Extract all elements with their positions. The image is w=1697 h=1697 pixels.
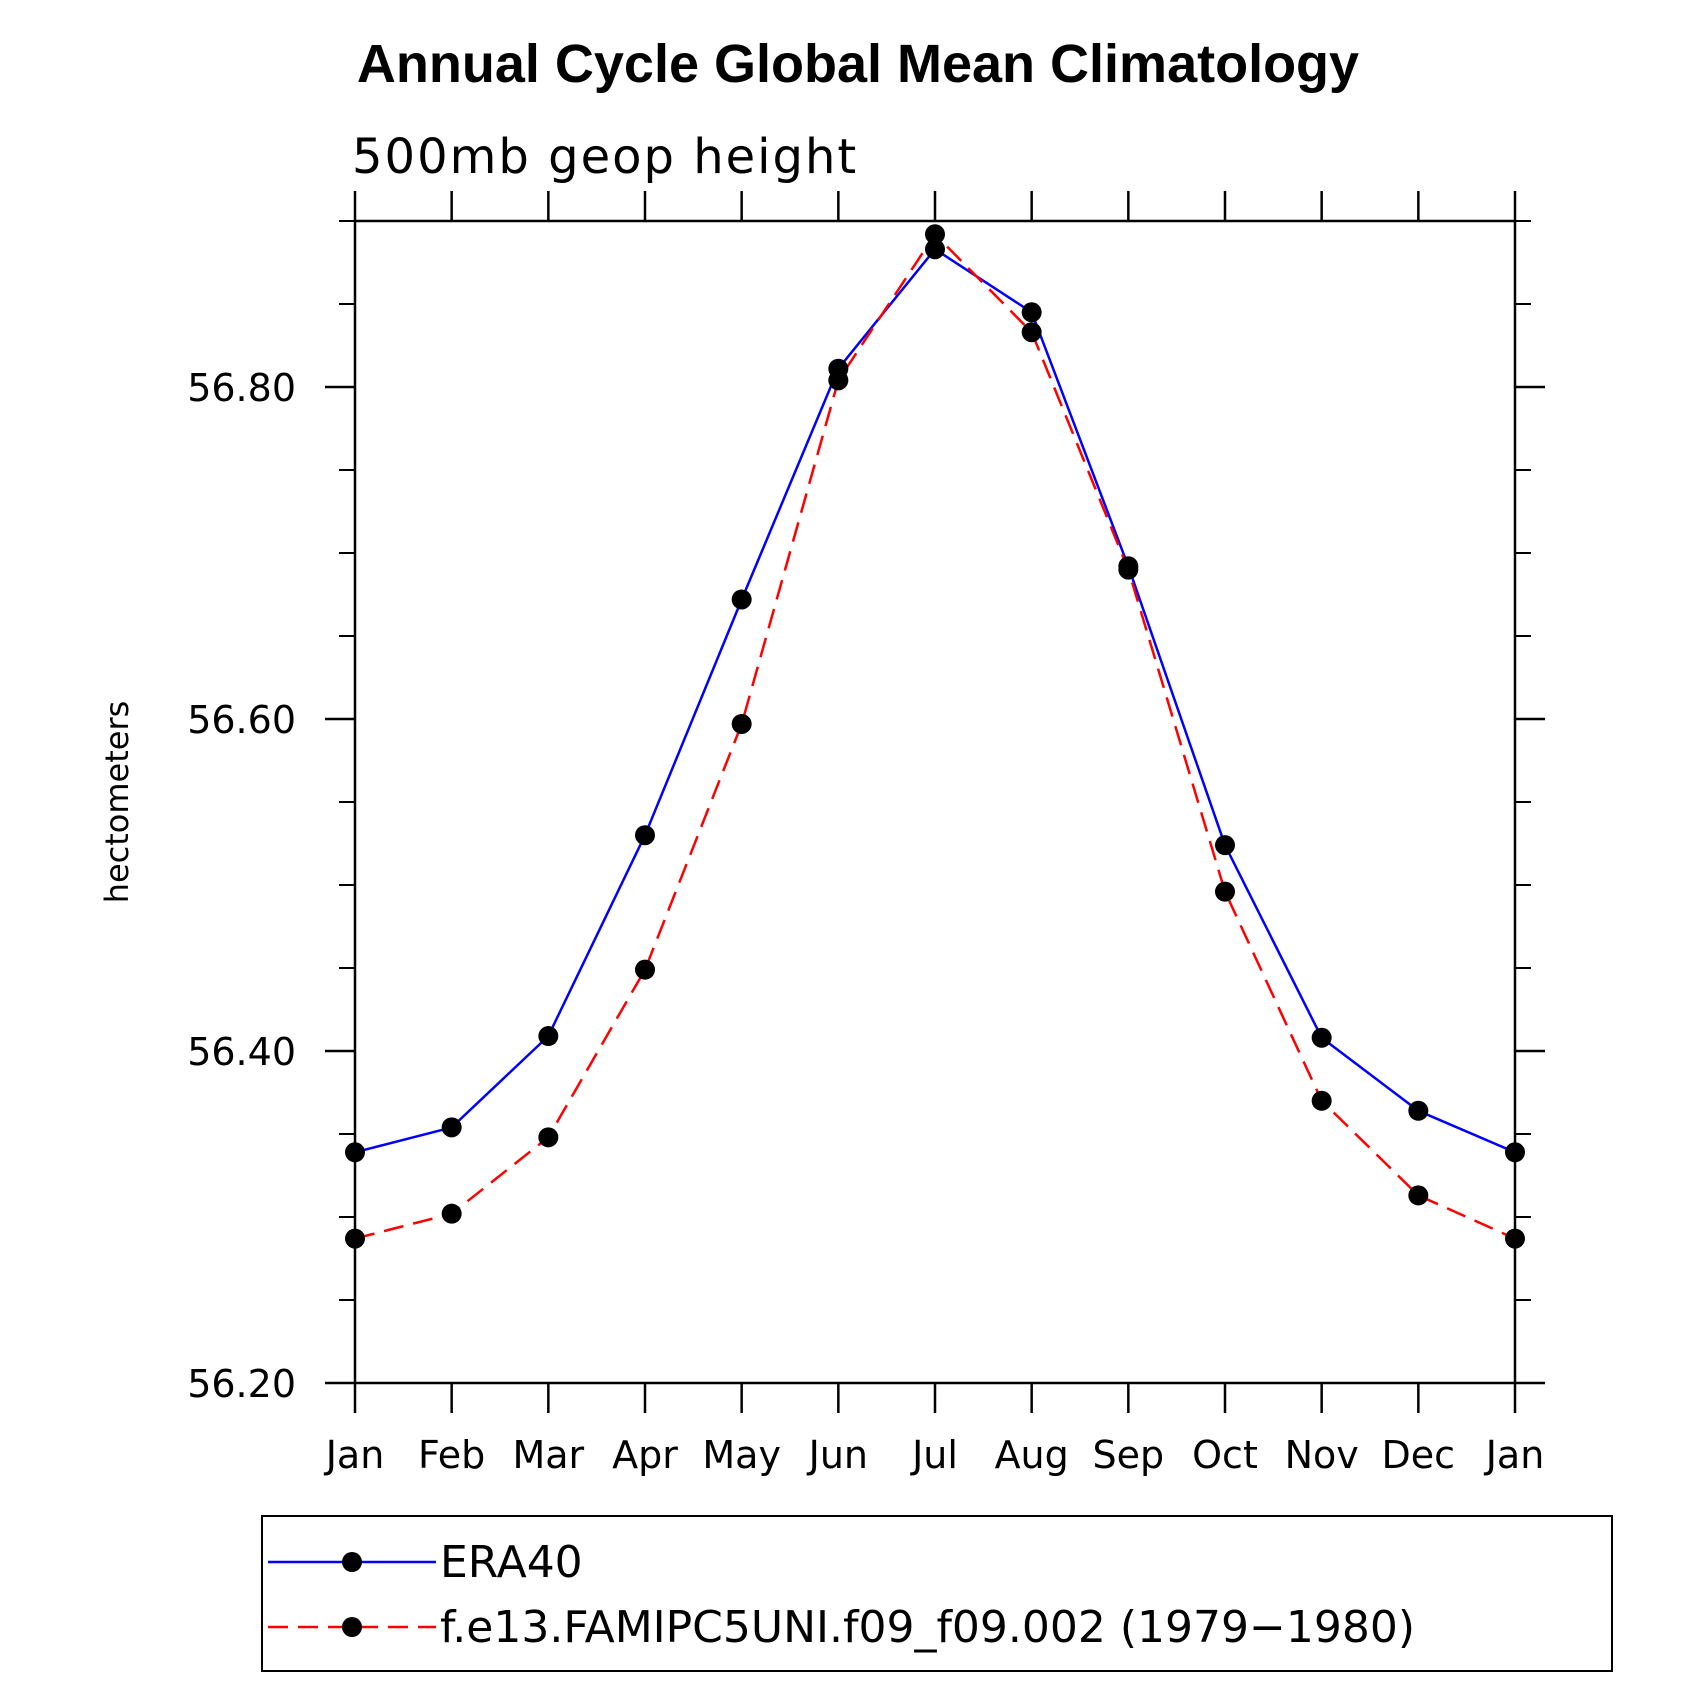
- data-point-series-0: [1311, 1027, 1332, 1048]
- data-point-series-1: [635, 959, 655, 980]
- data-point-series-0: [538, 1026, 559, 1047]
- legend: ERA40 f.e13.FAMIPC5UNI.f09_f09.002 (1979…: [261, 1515, 1613, 1672]
- data-point-series-1: [925, 224, 945, 245]
- y-tick-label: 56.60: [187, 698, 296, 742]
- x-tick-label: Jan: [324, 1433, 385, 1477]
- x-tick-label: Feb: [418, 1433, 485, 1477]
- data-point-series-0: [1215, 835, 1235, 856]
- x-tick-label: Dec: [1382, 1433, 1456, 1477]
- x-tick-label: Sep: [1093, 1433, 1165, 1477]
- data-point-series-1: [538, 1127, 559, 1148]
- x-tick-label: Nov: [1285, 1433, 1359, 1477]
- data-point-series-1: [1118, 559, 1139, 580]
- series-line-1: [354, 233, 1516, 1240]
- x-tick-label: Aug: [995, 1433, 1069, 1477]
- chart-subtitle: 500mb geop height: [352, 129, 858, 185]
- x-tick-label: Jul: [910, 1433, 958, 1477]
- data-point-series-1: [1505, 1228, 1525, 1249]
- data-point-series-0: [441, 1117, 462, 1138]
- legend-frame: [261, 1515, 1613, 1672]
- data-point-series-0: [925, 239, 945, 260]
- data-point-series-1: [828, 370, 849, 391]
- series-lines: [354, 233, 1516, 1240]
- axis-ticks: [325, 191, 1545, 1413]
- chart-title: Annual Cycle Global Mean Climatology: [357, 34, 1359, 94]
- data-point-series-0: [345, 1142, 365, 1163]
- x-tick-labels: Jan Feb Mar Apr May Jun Jul Aug Sep Oct Nov Dec Jan: [324, 1433, 1545, 1477]
- legend-marker-model: [342, 1617, 362, 1637]
- plot-frame: [353, 219, 1517, 1385]
- data-point-series-0: [731, 589, 752, 610]
- legend-label-model: f.e13.FAMIPC5UNI.f09_f09.002 (1979−1980): [440, 1602, 1415, 1653]
- data-point-series-0: [635, 825, 655, 846]
- x-tick-label: Oct: [1192, 1433, 1258, 1477]
- x-tick-label: May: [702, 1433, 781, 1477]
- data-point-series-0: [1505, 1142, 1525, 1163]
- x-tick-label: Apr: [612, 1433, 678, 1477]
- data-point-series-1: [441, 1203, 462, 1224]
- y-tick-label: 56.20: [187, 1362, 296, 1406]
- y-tick-labels: 56.20 56.40 56.60 56.80: [187, 366, 296, 1406]
- data-point-series-1: [1408, 1185, 1429, 1206]
- legend-label-era40: ERA40: [440, 1537, 583, 1588]
- data-point-series-0: [1021, 302, 1042, 323]
- data-point-series-1: [1311, 1090, 1332, 1111]
- series-markers: [345, 224, 1525, 1249]
- data-point-series-1: [1215, 881, 1235, 902]
- y-axis-label: hectometers: [98, 701, 136, 904]
- x-tick-label: Jan: [1484, 1433, 1545, 1477]
- data-point-series-0: [1408, 1100, 1429, 1121]
- y-tick-label: 56.80: [187, 366, 296, 410]
- legend-marker-era40: [342, 1552, 362, 1572]
- y-tick-label: 56.40: [187, 1030, 296, 1074]
- data-point-series-1: [731, 713, 752, 734]
- data-point-series-1: [1021, 322, 1042, 343]
- x-tick-label: Mar: [512, 1433, 584, 1477]
- series-line-0: [354, 247, 1516, 1154]
- data-point-series-1: [345, 1228, 365, 1249]
- x-tick-label: Jun: [807, 1433, 868, 1477]
